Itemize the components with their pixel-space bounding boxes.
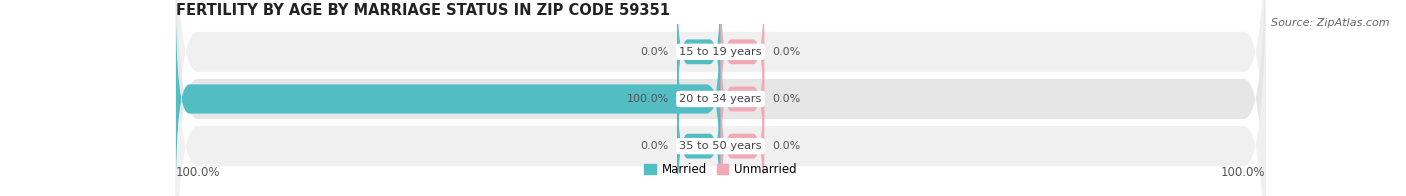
Text: 100.0%: 100.0%: [1220, 166, 1265, 179]
Text: 0.0%: 0.0%: [772, 141, 800, 151]
Text: 15 to 19 years: 15 to 19 years: [679, 47, 762, 57]
FancyBboxPatch shape: [176, 0, 1265, 196]
Text: 0.0%: 0.0%: [772, 94, 800, 104]
Text: Source: ZipAtlas.com: Source: ZipAtlas.com: [1271, 18, 1389, 28]
Text: 0.0%: 0.0%: [641, 141, 669, 151]
FancyBboxPatch shape: [678, 64, 721, 196]
FancyBboxPatch shape: [721, 64, 765, 196]
FancyBboxPatch shape: [721, 0, 765, 134]
Text: 20 to 34 years: 20 to 34 years: [679, 94, 762, 104]
Text: FERTILITY BY AGE BY MARRIAGE STATUS IN ZIP CODE 59351: FERTILITY BY AGE BY MARRIAGE STATUS IN Z…: [176, 3, 669, 18]
FancyBboxPatch shape: [176, 0, 721, 196]
FancyBboxPatch shape: [176, 0, 1265, 196]
FancyBboxPatch shape: [176, 0, 1265, 196]
Text: 100.0%: 100.0%: [176, 166, 221, 179]
Text: 0.0%: 0.0%: [641, 47, 669, 57]
FancyBboxPatch shape: [721, 17, 765, 181]
FancyBboxPatch shape: [678, 17, 721, 181]
Text: 100.0%: 100.0%: [627, 94, 669, 104]
Text: 35 to 50 years: 35 to 50 years: [679, 141, 762, 151]
FancyBboxPatch shape: [678, 0, 721, 134]
Legend: Married, Unmarried: Married, Unmarried: [640, 158, 801, 181]
Text: 0.0%: 0.0%: [772, 47, 800, 57]
